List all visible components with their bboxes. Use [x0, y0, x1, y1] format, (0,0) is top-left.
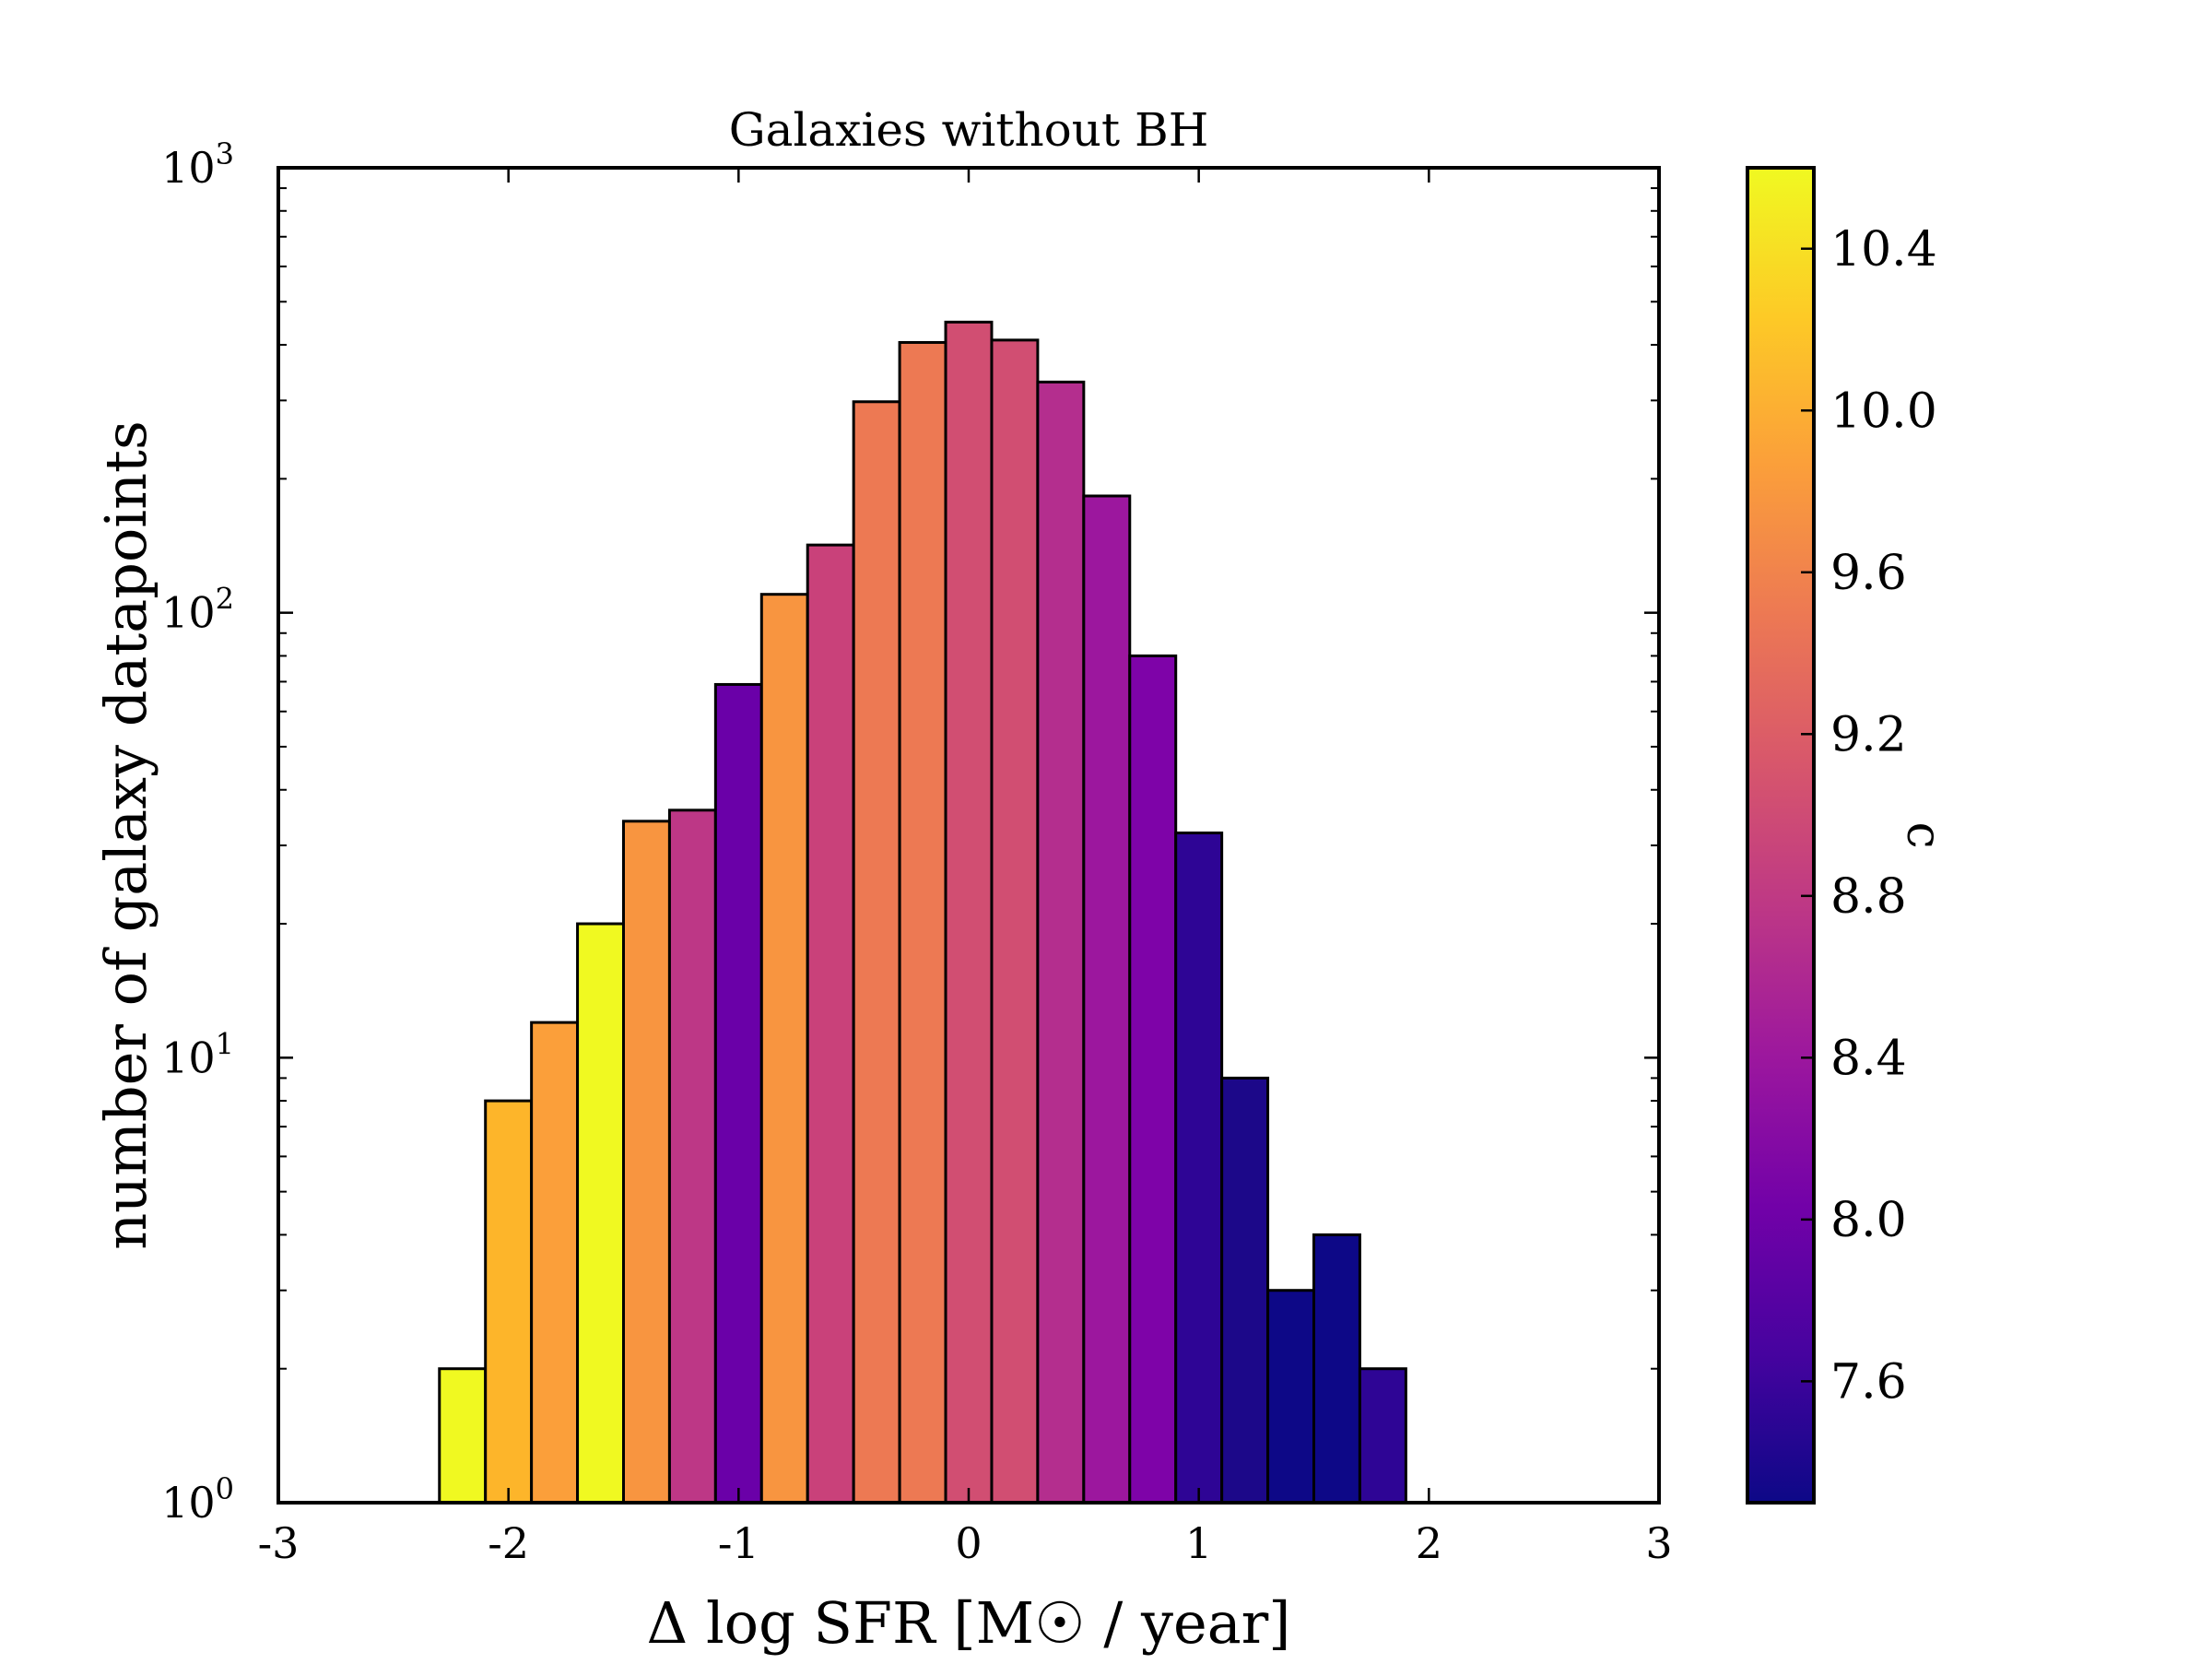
histogram-bar [1036, 380, 1086, 1505]
histogram-bar [1358, 1367, 1407, 1505]
plot-frame [276, 166, 1661, 1505]
x-tick-label: 1 [1185, 1518, 1212, 1568]
histogram-bar [1174, 832, 1224, 1505]
x-tick-label: 2 [1416, 1518, 1442, 1568]
colorbar-tick-label: 8.4 [1830, 1031, 1907, 1086]
histogram-bar [622, 820, 671, 1505]
histogram-bar [1220, 1076, 1270, 1505]
x-tick-label: -1 [718, 1518, 759, 1568]
y-tick-label: 103 [161, 136, 234, 193]
colorbar-frame [1746, 166, 1816, 1505]
y-tick-label: 102 [161, 582, 234, 638]
histogram-bar [576, 922, 625, 1505]
colorbar-tick-label: 8.0 [1830, 1193, 1907, 1248]
histogram-bar [852, 400, 901, 1505]
colorbar-tick-label: 9.6 [1830, 546, 1907, 601]
x-tick-label: -3 [258, 1518, 300, 1568]
y-tick-label: 101 [161, 1026, 234, 1082]
histogram-bar [759, 593, 809, 1505]
histogram-bar [530, 1021, 580, 1505]
x-tick-label: -2 [488, 1518, 529, 1568]
histogram-bar [1266, 1289, 1315, 1505]
x-axis-label: Δ log SFR [M☉ / year] [647, 1589, 1291, 1657]
histogram-bar [484, 1099, 534, 1505]
histogram-bar [990, 338, 1040, 1505]
colorbar-tick-label: 10.0 [1830, 384, 1937, 439]
y-axis-label: number of galaxy datapoints [92, 420, 159, 1250]
x-tick-label: 3 [1645, 1518, 1672, 1568]
histogram-bar [1082, 494, 1132, 1505]
histogram-bar [1128, 654, 1178, 1505]
colorbar-gradient [1747, 168, 1814, 1503]
colorbar: 7.6 8.0 8.4 8.8 9.2 9.6 10.0 10.4 c [1746, 166, 1951, 1505]
y-tick-label: 100 [161, 1471, 234, 1528]
colorbar-tick-label: 8.8 [1830, 869, 1907, 925]
histogram-bar [806, 543, 855, 1505]
histogram-bar [944, 320, 994, 1505]
histogram-bar [1312, 1233, 1361, 1505]
histogram-bar [438, 1367, 488, 1505]
histogram-bar [713, 682, 763, 1505]
colorbar-label: c [1896, 821, 1951, 848]
histogram-bar [898, 340, 947, 1505]
x-tick-label: 0 [955, 1518, 982, 1568]
colorbar-tick-label: 7.6 [1830, 1354, 1907, 1410]
chart-title: Galaxies without BH [729, 103, 1209, 157]
ticks-layer: -3 -2 -1 0 1 2 3 100 101 102 103 [161, 136, 1673, 1568]
histogram-bar [667, 808, 717, 1505]
bars-layer [438, 320, 1407, 1505]
colorbar-tick-label: 10.4 [1830, 222, 1937, 277]
colorbar-tick-label: 9.2 [1830, 707, 1907, 762]
colorbar-ticks: 7.6 8.0 8.4 8.8 9.2 9.6 10.0 10.4 [1801, 222, 1937, 1410]
